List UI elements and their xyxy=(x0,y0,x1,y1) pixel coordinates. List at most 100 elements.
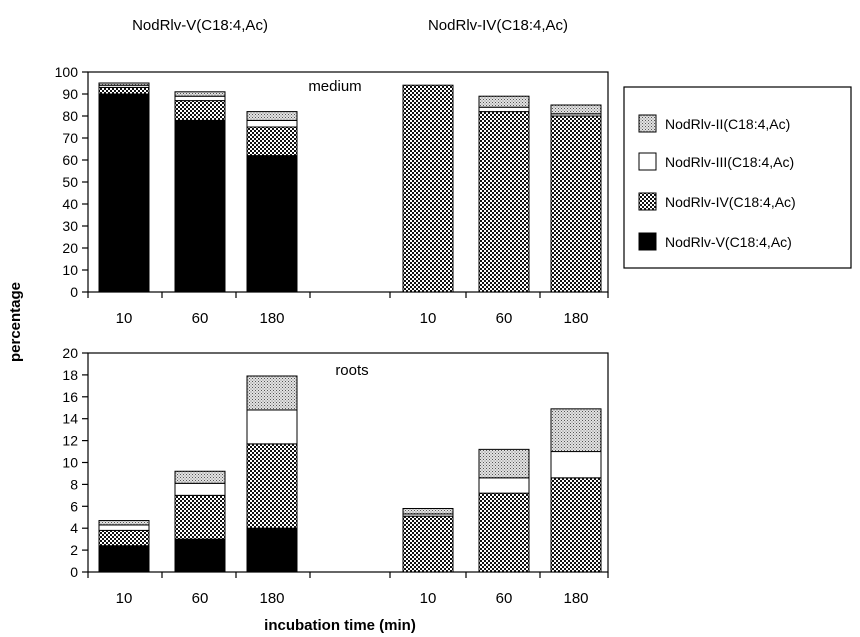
bar-segment-V xyxy=(174,538,226,573)
bar-segment-III xyxy=(246,119,298,128)
y-tick-label: 80 xyxy=(62,108,78,124)
bar-segment-V xyxy=(98,545,150,573)
y-tick-label: 100 xyxy=(55,64,79,80)
y-tick-label: 6 xyxy=(70,498,78,514)
y-tick-label: 70 xyxy=(62,130,78,146)
bar-segment-V xyxy=(246,527,298,573)
y-axis-title: percentage xyxy=(7,282,24,362)
bar-segment-IV xyxy=(478,492,530,573)
bar-segment-II xyxy=(402,507,454,515)
y-tick-label: 40 xyxy=(62,196,78,212)
x-tick-label: 10 xyxy=(420,590,437,607)
x-tick-label: 180 xyxy=(259,310,284,327)
bar-segment-II xyxy=(478,95,530,108)
x-tick-label: 180 xyxy=(259,590,284,607)
y-tick-label: 50 xyxy=(62,174,78,190)
bar-segment-IV xyxy=(246,126,298,157)
legend-label: NodRlv-IV(C18:4,Ac) xyxy=(665,194,796,210)
bar-segment-II xyxy=(98,82,150,86)
bar-segment-III xyxy=(174,95,226,102)
panel-label-medium: medium xyxy=(308,78,361,95)
bar-roots-group1-180 xyxy=(246,375,298,573)
bar-segment-II xyxy=(174,470,226,484)
bar-segment-IV xyxy=(402,84,454,293)
bar-segment-V xyxy=(246,155,298,293)
bar-roots-group1-60 xyxy=(174,470,226,573)
bar-segment-IV xyxy=(98,86,150,95)
legend-swatch xyxy=(638,152,657,171)
y-tick-label: 14 xyxy=(62,411,78,427)
bar-segment-III xyxy=(174,482,226,496)
legend-item: NodRlv-V(C18:4,Ac) xyxy=(638,232,792,251)
bar-roots-group2-10 xyxy=(402,507,454,573)
x-tick-label: 60 xyxy=(496,310,513,327)
legend-swatch xyxy=(638,232,657,251)
y-tick-label: 12 xyxy=(62,433,78,449)
bar-medium-group1-10 xyxy=(98,82,150,293)
bar-segment-III xyxy=(478,106,530,113)
panel-medium: 0 10 20 30 40 50 60 70 80 90 100 medium 10 60 180 10 60 1… xyxy=(55,64,609,327)
legend-item: NodRlv-II(C18:4,Ac) xyxy=(638,114,790,133)
bar-medium-group1-180 xyxy=(246,111,298,293)
bar-segment-IV xyxy=(402,515,454,573)
bar-segment-II xyxy=(98,520,150,526)
bar-segment-III xyxy=(98,524,150,531)
x-tick-label: 60 xyxy=(496,590,513,607)
y-tick-label: 0 xyxy=(70,564,78,580)
x-tick-label: 60 xyxy=(192,590,209,607)
x-tick-label: 180 xyxy=(563,590,588,607)
x-tick-label: 10 xyxy=(420,310,437,327)
panel-label-roots: roots xyxy=(335,362,368,379)
legend-item: NodRlv-III(C18:4,Ac) xyxy=(638,152,794,171)
y-tick-label: 60 xyxy=(62,152,78,168)
plot-frame xyxy=(87,352,609,573)
legend-label: NodRlv-III(C18:4,Ac) xyxy=(665,154,794,170)
bar-medium-group1-60 xyxy=(174,91,226,293)
group-title-iv: NodRlv-IV(C18:4,Ac) xyxy=(428,17,568,34)
bar-segment-III xyxy=(550,451,602,479)
legend-swatch xyxy=(638,114,657,133)
bar-roots-group1-10 xyxy=(98,520,150,573)
bar-roots-group2-60 xyxy=(478,448,530,573)
bar-segment-IV xyxy=(550,115,602,293)
bar-segment-IV xyxy=(478,111,530,293)
bar-segment-II xyxy=(246,111,298,121)
legend: NodRlv-II(C18:4,Ac) NodRlv-III(C18:4,Ac) N… xyxy=(623,86,852,269)
bar-segment-II xyxy=(478,448,530,479)
legend-label: NodRlv-II(C18:4,Ac) xyxy=(665,116,790,132)
y-tick-label: 30 xyxy=(62,218,78,234)
x-tick-label: 60 xyxy=(192,310,209,327)
bar-segment-II xyxy=(550,408,602,453)
y-tick-label: 0 xyxy=(70,284,78,300)
plot-frame xyxy=(87,71,609,293)
bar-segment-V xyxy=(174,119,226,293)
bar-roots-group2-180 xyxy=(550,408,602,573)
y-tick-label: 20 xyxy=(62,345,78,361)
bar-segment-II xyxy=(246,375,298,411)
bar-medium-group2-10 xyxy=(402,84,454,293)
bar-segment-III xyxy=(246,409,298,445)
legend-label: NodRlv-V(C18:4,Ac) xyxy=(665,234,792,250)
bar-segment-III xyxy=(478,477,530,494)
bar-segment-II xyxy=(550,104,602,115)
bar-segment-IV xyxy=(246,443,298,529)
bar-segment-IV xyxy=(174,494,226,540)
legend-item: NodRlv-IV(C18:4,Ac) xyxy=(638,192,796,211)
legend-frame xyxy=(623,86,852,269)
y-tick-label: 20 xyxy=(62,240,78,256)
x-tick-label: 10 xyxy=(116,590,133,607)
bar-medium-group2-60 xyxy=(478,95,530,293)
y-tick-label: 8 xyxy=(70,476,78,492)
y-tick-label: 2 xyxy=(70,542,78,558)
bar-segment-V xyxy=(98,93,150,293)
x-axis-title: incubation time (min) xyxy=(264,617,416,634)
y-tick-label: 16 xyxy=(62,389,78,405)
y-tick-label: 10 xyxy=(62,455,78,471)
x-tick-label: 180 xyxy=(563,310,588,327)
bar-medium-group2-180 xyxy=(550,104,602,293)
y-tick-label: 10 xyxy=(62,262,78,278)
bar-segment-IV xyxy=(98,529,150,547)
x-tick-label: 10 xyxy=(116,310,133,327)
